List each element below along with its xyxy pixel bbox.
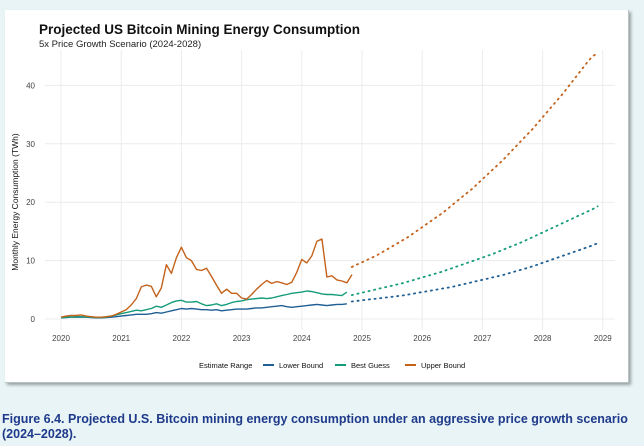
y-tick-label: 0	[31, 315, 36, 324]
y-tick-label: 40	[26, 81, 35, 90]
chart-title: Projected US Bitcoin Mining Energy Consu…	[39, 22, 361, 37]
upper-bound-projection-line	[350, 52, 599, 268]
legend-label-upper-bound: Upper Bound	[421, 361, 465, 370]
x-tick-label: 2025	[353, 334, 371, 343]
chart-subtitle: 5x Price Growth Scenario (2024-2028)	[39, 39, 202, 50]
x-tick-label: 2026	[413, 334, 431, 343]
x-tick-label: 2020	[52, 334, 70, 343]
best-guess-historical-line	[60, 290, 348, 319]
x-tick-label: 2021	[112, 334, 130, 343]
legend-title: Estimate Range	[199, 361, 252, 370]
lower-bound-historical-line	[60, 303, 347, 319]
x-tick-label: 2027	[474, 334, 492, 343]
legend-label-best-guess: Best Guess	[351, 361, 390, 370]
figure-caption: Figure 6.4. Projected U.S. Bitcoin minin…	[2, 412, 628, 441]
legend: Estimate Range Lower Bound Best Guess Uppe…	[199, 361, 465, 370]
upper-bound-historical-line	[60, 238, 353, 318]
legend-label-lower-bound: Lower Bound	[279, 361, 323, 370]
x-tick-label: 2023	[233, 334, 251, 343]
y-tick-label: 20	[26, 198, 35, 207]
y-tick-label: 10	[26, 257, 35, 266]
x-tick-label: 2028	[534, 334, 552, 343]
series-layer	[60, 52, 599, 319]
axis-layer: 2020 2021 2022 2023 2024 2025 2026 2027 2028 2029…	[26, 81, 612, 343]
y-tick-label: 30	[26, 140, 35, 149]
x-tick-label: 2024	[293, 334, 311, 343]
lower-bound-projection-line	[350, 242, 599, 303]
x-tick-label: 2029	[594, 334, 612, 343]
chart-panel: Projected US Bitcoin Mining Energy Consu…	[5, 10, 629, 383]
best-guess-projection-line	[350, 205, 599, 297]
grid	[45, 50, 615, 330]
x-tick-label: 2022	[173, 334, 191, 343]
y-axis-label: Monthly Energy Consumption (TWh)	[10, 133, 20, 271]
